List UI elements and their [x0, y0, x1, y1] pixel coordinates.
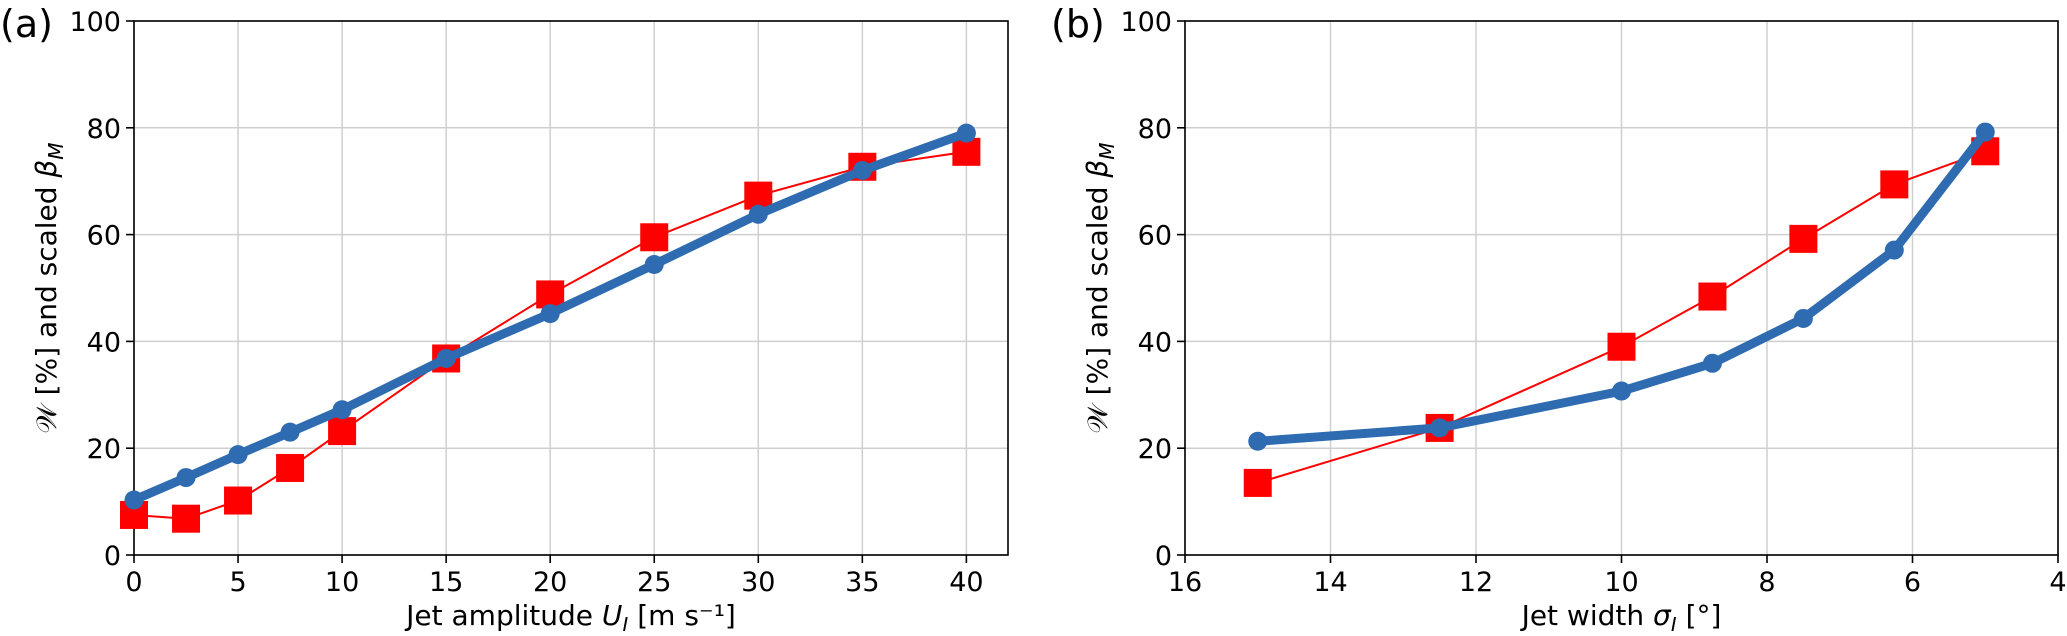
label-symbol: β — [30, 160, 63, 179]
square-marker — [1880, 170, 1909, 199]
x-tick-label: 12 — [1459, 567, 1493, 598]
x-tick-label: 5 — [229, 567, 246, 598]
label-subscript: M — [1095, 142, 1119, 159]
x-tick-label: 20 — [533, 567, 567, 598]
x-tick-label: 0 — [125, 567, 142, 598]
label-text: Jet amplitude — [404, 599, 602, 631]
circle-marker — [176, 468, 196, 488]
circle-marker — [1702, 353, 1722, 373]
x-tick-label: 15 — [429, 567, 463, 598]
square-marker — [224, 486, 253, 515]
circle-marker — [332, 400, 352, 420]
circle-marker — [1430, 418, 1450, 438]
panel-label: (a) — [0, 2, 53, 46]
circle-marker — [1884, 240, 1904, 260]
y-tick-label: 80 — [1138, 114, 1172, 145]
circle-marker — [1975, 122, 1995, 142]
circle-marker — [748, 204, 768, 224]
x-axis-label: Jet width σJ [°] — [1520, 599, 1722, 631]
x-tick-label: 16 — [1168, 567, 1202, 598]
panel-a: 0 5 10 15 20 25 30 35 40 0 20 40 60 80 100 Jet amplitud… — [0, 2, 1009, 636]
label-text: [m s⁻¹] — [628, 599, 736, 631]
circle-marker — [280, 422, 300, 442]
circle-marker — [124, 490, 144, 510]
red-square-series — [1243, 137, 2000, 497]
blue-circle-series — [124, 123, 976, 510]
label-symbol: U — [602, 599, 623, 631]
x-tick-label: 10 — [325, 567, 359, 598]
circle-marker — [1248, 431, 1268, 451]
square-marker — [1698, 282, 1727, 311]
label-symbol: β — [1081, 160, 1114, 179]
y-tick-label: 20 — [87, 434, 121, 465]
square-marker — [640, 223, 669, 252]
y-axis-label: 𝒲 [%] and scaled βM — [1081, 142, 1119, 433]
label-subscript: M — [44, 142, 68, 159]
label-text: [°] — [1677, 599, 1722, 631]
circle-marker — [956, 123, 976, 143]
x-tick-label: 30 — [741, 567, 775, 598]
label-text: Jet width — [1520, 599, 1653, 631]
x-tick-label: 10 — [1604, 567, 1638, 598]
y-tick-label: 40 — [87, 327, 121, 358]
square-marker — [1607, 332, 1636, 361]
label-subscript: J — [618, 613, 628, 631]
y-tick-label: 40 — [1138, 327, 1172, 358]
label-text: 𝒲 [%] and scaled — [1081, 178, 1114, 434]
y-axis-label: 𝒲 [%] and scaled βM — [30, 142, 68, 433]
y-tick-label: 20 — [1138, 434, 1172, 465]
circle-marker — [644, 255, 664, 275]
x-tick-label: 8 — [1758, 567, 1775, 598]
y-tick-label: 0 — [1155, 541, 1172, 572]
x-tick-label: 14 — [1313, 567, 1347, 598]
x-tick-label: 35 — [845, 567, 879, 598]
x-axis-label: Jet amplitude UJ [m s⁻¹] — [404, 599, 736, 631]
y-tick-label: 60 — [1138, 221, 1172, 252]
y-tick-label: 80 — [87, 114, 121, 145]
square-marker — [276, 453, 305, 482]
label-subscript: J — [1667, 613, 1677, 631]
label-text: 𝒲 [%] and scaled — [30, 178, 63, 434]
circle-marker — [228, 445, 248, 465]
panel-label: (b) — [1051, 2, 1105, 46]
circle-marker — [436, 348, 456, 368]
square-marker — [536, 280, 565, 309]
x-tick-label: 6 — [1904, 567, 1921, 598]
circle-marker — [1793, 308, 1813, 328]
square-marker — [1243, 468, 1272, 497]
y-tick-label: 60 — [87, 221, 121, 252]
x-tick-label: 40 — [949, 567, 983, 598]
label-symbol: σ — [1653, 599, 1672, 631]
y-tick-label: 0 — [104, 541, 121, 572]
x-tick-label: 25 — [637, 567, 671, 598]
circle-marker — [852, 161, 872, 181]
circle-marker — [1612, 381, 1631, 401]
square-marker — [328, 417, 357, 446]
y-tick-label: 100 — [1120, 7, 1172, 38]
square-marker — [172, 504, 201, 533]
y-tick-label: 100 — [69, 7, 121, 38]
plot-frame — [133, 20, 1009, 556]
x-tick-label: 4 — [2049, 567, 2066, 598]
blue-circle-series — [1248, 122, 1995, 451]
square-marker — [1789, 224, 1818, 253]
circle-marker — [540, 304, 560, 324]
